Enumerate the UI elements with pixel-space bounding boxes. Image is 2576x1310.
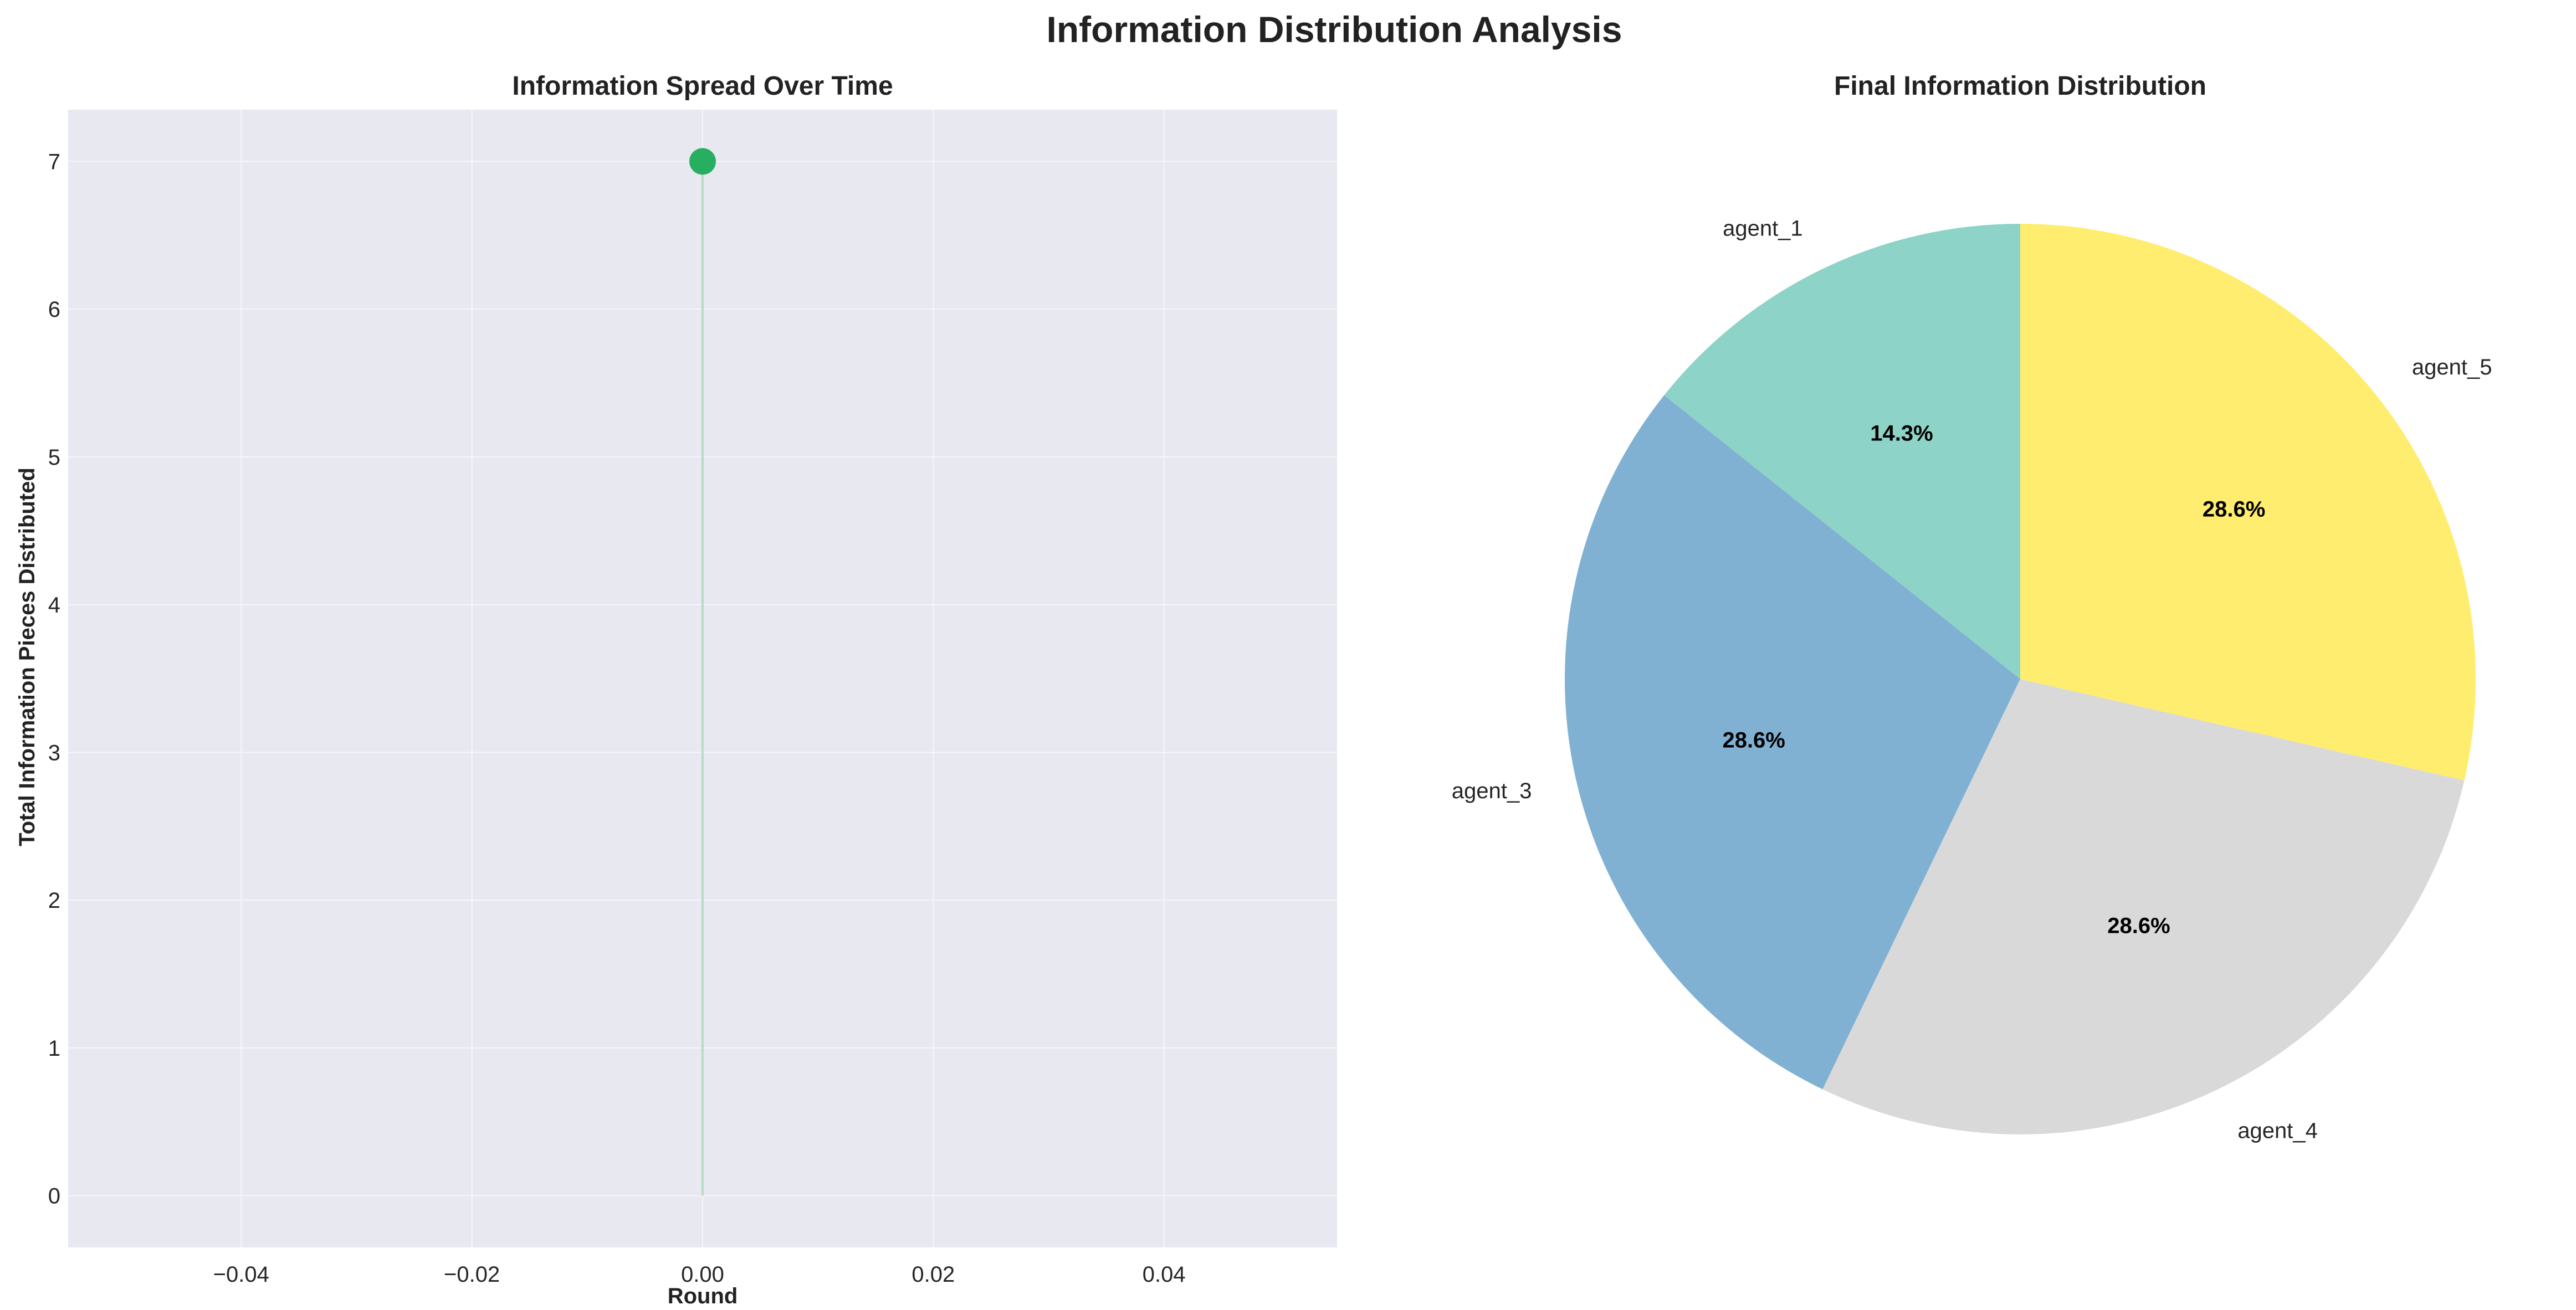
- y-tick-label: 2: [48, 888, 60, 913]
- pie-slice-label: agent_4: [2237, 1119, 2318, 1143]
- pie-slices: [1564, 224, 2476, 1134]
- pie-percent-label: 14.3%: [1870, 422, 1933, 446]
- pie-chart-title: Final Information Distribution: [1834, 71, 2206, 101]
- x-tick-label: −0.02: [444, 1262, 500, 1287]
- y-tick-label: 4: [48, 593, 60, 618]
- pie-percent-label: 28.6%: [2203, 497, 2265, 521]
- x-tick-labels: −0.04 −0.02 0.00 0.02 0.04: [213, 1262, 1186, 1287]
- y-tick-label: 7: [48, 150, 60, 174]
- pie-slice-label: agent_3: [1452, 779, 1532, 803]
- line-series: [689, 148, 716, 175]
- pie-labels: agent_1 14.3% agent_3 28.6% agent_4 28.6% agen…: [1452, 216, 2492, 1143]
- pie-slice: [1564, 395, 2020, 1090]
- pie-slice: [2020, 224, 2476, 780]
- y-tick-label: 6: [48, 297, 60, 322]
- pie-slice: [1822, 679, 2465, 1134]
- x-tick-label: 0.00: [681, 1262, 724, 1287]
- figure-title: Information Distribution Analysis: [1047, 9, 1622, 50]
- pie-percent-label: 28.6%: [1722, 728, 1785, 753]
- y-tick-label: 5: [48, 445, 60, 470]
- line-chart-title: Information Spread Over Time: [512, 71, 893, 101]
- x-tick-label: 0.04: [1143, 1262, 1186, 1287]
- data-point-marker: [689, 148, 716, 175]
- y-tick-label: 1: [48, 1036, 60, 1061]
- pie-percent-label: 28.6%: [2107, 913, 2170, 938]
- pie-slice: [1664, 224, 2020, 679]
- y-axis-label: Total Information Pieces Distributed: [15, 468, 39, 846]
- y-tick-label: 3: [48, 741, 60, 765]
- x-tick-label: 0.02: [911, 1262, 955, 1287]
- x-axis-label: Round: [668, 1284, 738, 1308]
- y-tick-label: 0: [48, 1184, 60, 1209]
- pie-slice-label: agent_1: [1723, 216, 1803, 240]
- y-tick-labels: 0 1 2 3 4 5 6 7: [48, 150, 60, 1208]
- x-tick-label: −0.04: [213, 1262, 269, 1287]
- line-chart: −0.04 −0.02 0.00 0.02 0.04 0 1 2 3 4 5 6 7 Informat…: [15, 71, 1337, 1308]
- pie-chart: Final Information Distribution agent_1 14…: [1452, 71, 2492, 1143]
- pie-slice-label: agent_5: [2412, 355, 2492, 379]
